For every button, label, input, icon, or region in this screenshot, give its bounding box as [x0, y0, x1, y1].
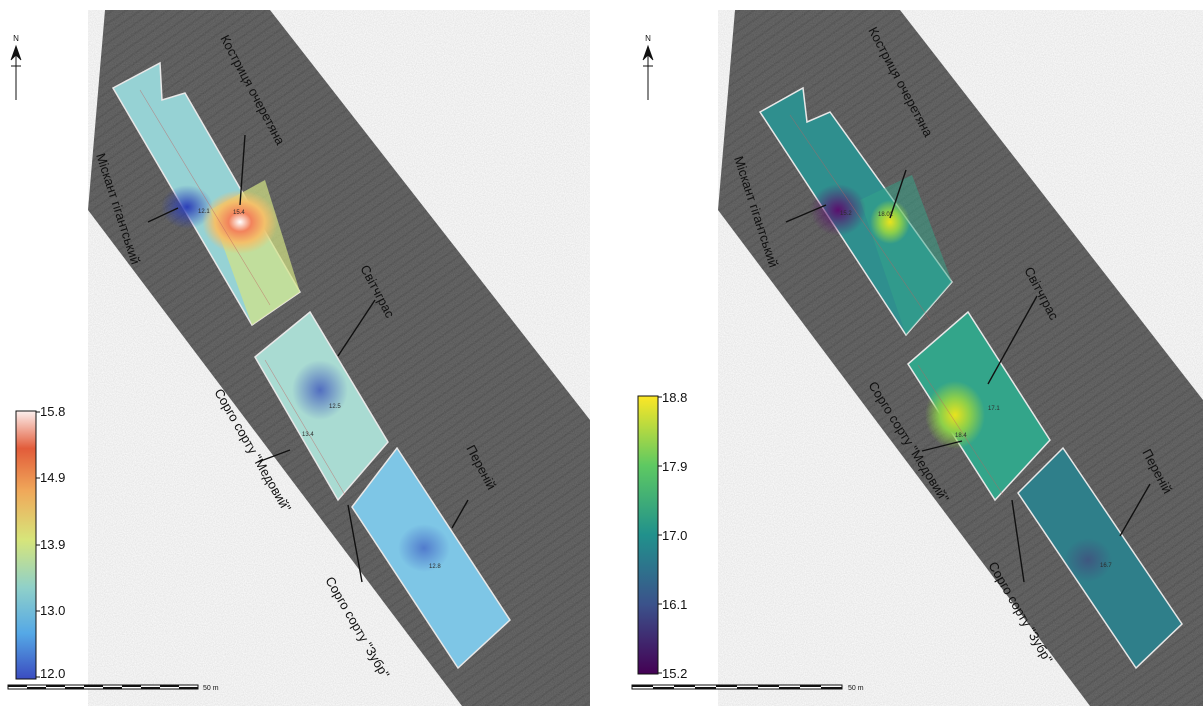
right-north-arrow-icon — [642, 44, 654, 100]
left-north-letter: N — [13, 34, 19, 43]
right-colorbar-tick-max: 18.8 — [662, 390, 687, 405]
right-north-letter: N — [645, 34, 651, 43]
left-north-arrow-icon — [10, 44, 22, 100]
right-colorbar-tick: 17.9 — [662, 459, 687, 474]
left-colorbar-tick: 13.0 — [40, 603, 65, 618]
right-value-svichgras: 17.1 — [988, 406, 1000, 412]
right-scale-bar: 50 m — [631, 684, 864, 692]
right-map-panel: 15.2 18.02 17.1 18.4 16.7 Костриця очере… — [631, 10, 1203, 706]
right-value-perenii: 16.7 — [1100, 563, 1112, 569]
left-scale-label: 50 m — [203, 685, 219, 692]
right-scale-label: 50 m — [848, 685, 864, 692]
left-scale-bar: 50 m — [7, 684, 219, 692]
right-colorbar: 18.8 17.9 17.0 16.1 15.2 — [637, 390, 687, 681]
left-colorbar-tick: 13.9 — [40, 537, 65, 552]
left-colorbar-tick-max: 15.8 — [40, 404, 65, 419]
left-value-perenii: 12.8 — [429, 564, 441, 570]
right-colorbar-tick: 16.1 — [662, 597, 687, 612]
left-value-miskantus: 12.1 — [198, 209, 210, 215]
right-value-medovyi: 18.4 — [955, 433, 967, 439]
left-colorbar-tick: 14.9 — [40, 470, 65, 485]
left-value-svichgras: 12.5 — [329, 404, 341, 410]
left-colorbar-tick-min: 12.0 — [40, 666, 65, 681]
right-value-kostrytsia: 18.02 — [878, 212, 894, 218]
right-value-miskantus: 15.2 — [840, 211, 852, 217]
left-value-kostrytsia: 15.4 — [233, 210, 245, 216]
left-colorbar: 15.8 14.9 13.9 13.0 12.0 — [15, 404, 65, 681]
right-colorbar-tick-min: 15.2 — [662, 666, 687, 681]
left-map-panel: 12.1 15.4 12.5 13.4 12.8 Костриця очерет… — [7, 10, 590, 706]
left-value-medovyi: 13.4 — [302, 432, 314, 438]
right-colorbar-tick: 17.0 — [662, 528, 687, 543]
